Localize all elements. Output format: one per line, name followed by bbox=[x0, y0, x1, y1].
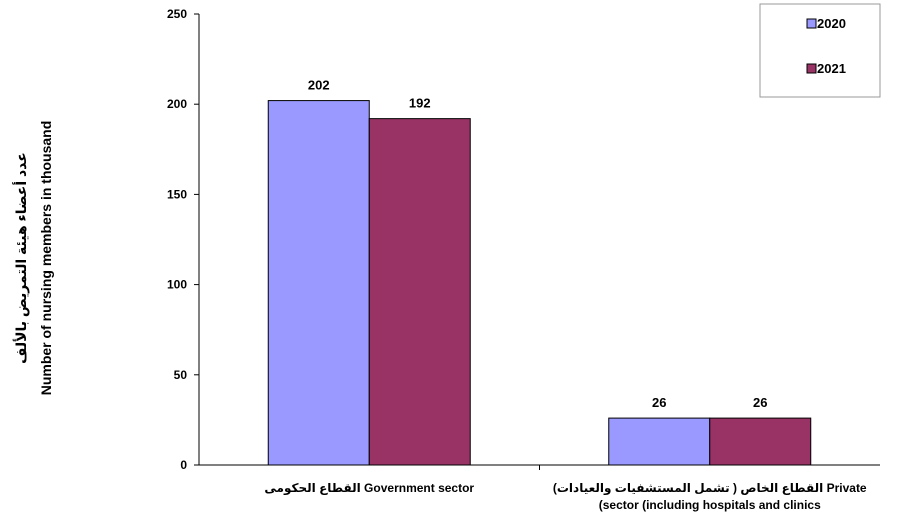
data-labels: 202 192 26 26 bbox=[308, 78, 768, 411]
category-label-1-line1: القطاع الخاص ( تشمل المستشفيات والعيادات… bbox=[553, 481, 867, 496]
bar-2020-cat-1 bbox=[608, 417, 711, 466]
bar-2020-cat-0 bbox=[267, 100, 370, 466]
legend-swatch-2020 bbox=[806, 18, 817, 29]
data-label-2020-cat-0: 202 bbox=[308, 78, 330, 93]
category-labels: القطاع الحكومى Government sector القطاع ا… bbox=[264, 481, 867, 512]
legend-box bbox=[759, 3, 881, 98]
y-tick-label-1: 50 bbox=[174, 368, 188, 382]
y-tick-label-0: 0 bbox=[180, 458, 187, 472]
bars bbox=[267, 100, 812, 466]
data-label-2021-cat-0: 192 bbox=[409, 96, 431, 111]
data-label-2020-cat-1: 26 bbox=[652, 395, 666, 410]
data-label-2021-cat-1: 26 bbox=[753, 395, 767, 410]
y-tick-label-4: 200 bbox=[167, 97, 187, 111]
y-tick-label-3: 150 bbox=[167, 187, 187, 201]
legend-label-2021: 2021 bbox=[817, 61, 846, 76]
bar-2021-cat-0 bbox=[368, 118, 471, 466]
y-tick-label-5: 250 bbox=[167, 7, 187, 21]
y-axis-label-group: عدد أعضاء هيئة التمريض بالألف Number of … bbox=[12, 121, 54, 396]
legend-label-2020: 2020 bbox=[817, 16, 846, 31]
legend: 2020 2021 bbox=[759, 3, 881, 98]
bar-2021-cat-1 bbox=[709, 417, 812, 466]
y-axis-label-arabic: عدد أعضاء هيئة التمريض بالألف bbox=[12, 152, 30, 364]
y-tick-label-2: 100 bbox=[167, 278, 187, 292]
category-label-1-line2: (sector (including hospitals and clinics bbox=[599, 498, 821, 512]
y-axis-label-english: Number of nursing members in thousand bbox=[38, 121, 54, 396]
category-label-0-line1: القطاع الحكومى Government sector bbox=[264, 481, 474, 496]
legend-swatch-2021 bbox=[806, 63, 817, 74]
